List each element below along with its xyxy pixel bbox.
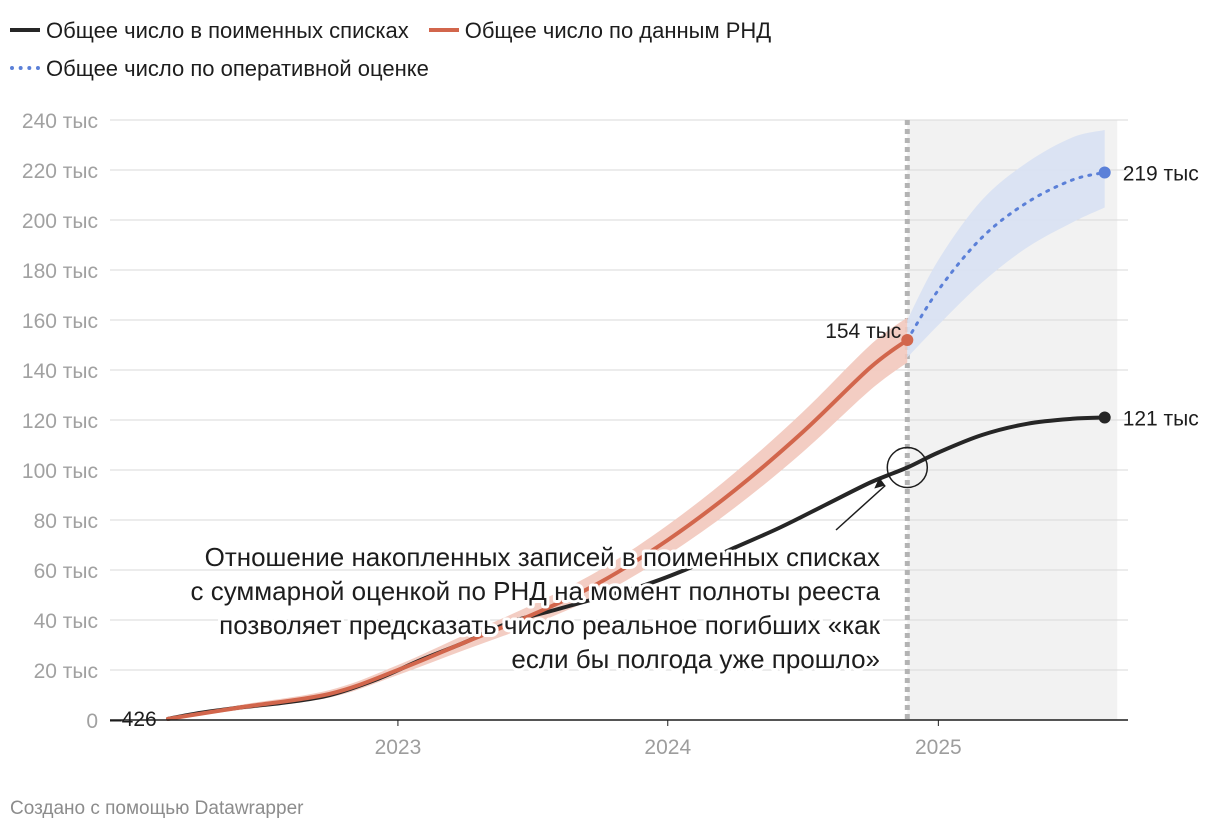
annotation-line: Отношение накопленных записей в поименны…: [205, 542, 880, 572]
x-tick-label: 2023: [375, 736, 422, 759]
y-tick-label: 0: [86, 710, 98, 733]
chart: 0 20 тыс 40 тыс 60 тыс 80 тыс 100 тыс 120 тыс 1…: [22, 110, 1199, 759]
x-tick-label: 2024: [644, 736, 691, 759]
series-line: [905, 171, 1107, 342]
end-point: [1098, 166, 1111, 179]
x-tick-label: 2025: [915, 736, 962, 759]
legend-item: Общее число по данным РНД: [428, 12, 772, 50]
end-value-label: 219 тыс: [1123, 163, 1199, 186]
y-tick-label: 80 тыс: [34, 510, 98, 533]
legend-swatch: [428, 28, 459, 33]
annotation-circle: [886, 446, 929, 489]
legend-item: Общее число в поименных списках: [10, 12, 409, 50]
legend-label: Общее число по оперативной оценке: [46, 56, 429, 81]
y-tick-label: 180 тыс: [22, 260, 98, 283]
legend-swatch: [10, 28, 40, 33]
legend-label: Общее число по данным РНД: [464, 18, 772, 43]
y-tick-label: 240 тыс: [22, 110, 98, 133]
annotation-line: с суммарной оценкой по РНД на момент пол…: [191, 576, 881, 606]
y-tick-label: 100 тыс: [22, 460, 98, 483]
end-value-label: 121 тыс: [1123, 408, 1199, 431]
annotation-arrow: [835, 484, 886, 531]
annotation-text: Отношение накопленных записей в поименны…: [188, 539, 884, 677]
series-line: [166, 338, 910, 721]
y-tick-label: 140 тыс: [22, 360, 98, 383]
legend-swatch: [10, 66, 40, 71]
legend-label: Общее число в поименных списках: [46, 18, 409, 43]
y-tick-label: 120 тыс: [22, 410, 98, 433]
legend: Общее число в поименных списках Общее чис…: [10, 12, 1200, 88]
legend-item: Общее число по оперативной оценке: [10, 50, 429, 88]
y-tick-label: 220 тыс: [22, 160, 98, 183]
y-tick-label: 160 тыс: [22, 310, 98, 333]
footer-credit: Создано с помощью Datawrapper: [10, 798, 304, 819]
y-tick-label: 60 тыс: [34, 560, 98, 583]
y-tick-label: 40 тыс: [34, 610, 98, 633]
y-tick-label: 200 тыс: [22, 210, 98, 233]
annotation-line: позволяет предсказать число реальное пог…: [219, 610, 880, 640]
y-tick-label: 20 тыс: [34, 660, 98, 683]
annotation-line: если бы полгода уже прошло»: [511, 644, 880, 674]
annotation-arrowhead: [874, 477, 886, 489]
end-point: [901, 334, 914, 346]
end-value-label: 154 тыс: [825, 320, 901, 343]
end-point: [1098, 411, 1111, 424]
